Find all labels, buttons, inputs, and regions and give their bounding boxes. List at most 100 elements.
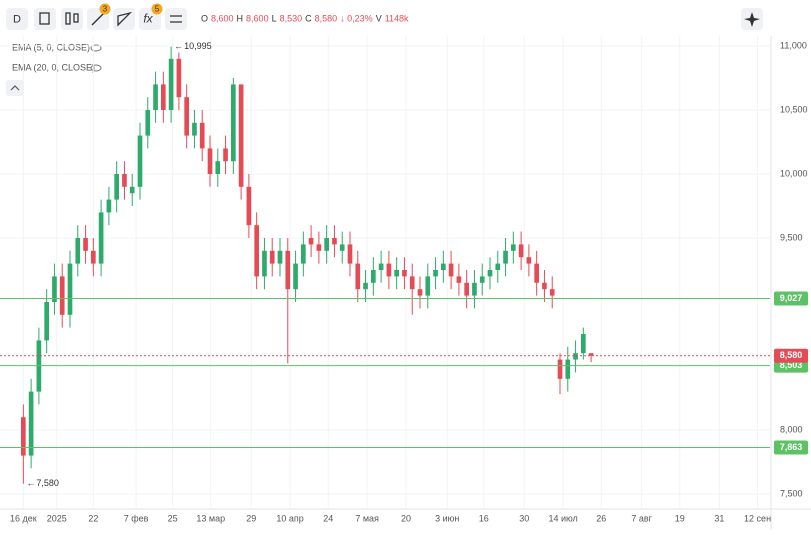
candle-body — [316, 244, 322, 251]
ohlc-key: C — [305, 14, 312, 24]
candle-body — [122, 174, 127, 187]
chart-type-button[interactable] — [61, 8, 83, 30]
visibility-icon — [90, 44, 102, 52]
ohlc-value: 8,600 — [211, 14, 234, 24]
compare-button[interactable] — [34, 8, 56, 30]
candle-body — [394, 270, 399, 277]
candle-body — [402, 270, 407, 277]
level-badge — [774, 440, 808, 455]
x-tick-label: 20 — [401, 513, 411, 523]
candle-body — [207, 148, 213, 174]
x-tick-label: 7 мая — [355, 513, 379, 523]
candle-body — [285, 250, 291, 290]
candle-body — [363, 282, 368, 290]
candle-body — [565, 359, 571, 379]
annotation: 7,580 — [36, 478, 59, 488]
x-tick-label: 7 авг — [631, 513, 652, 523]
candle-body — [192, 122, 197, 136]
collapse-button[interactable] — [6, 80, 24, 96]
candle-body — [448, 263, 454, 277]
candle-body — [59, 276, 65, 315]
ohlc-key: O — [201, 14, 208, 24]
candle-body — [184, 97, 189, 136]
candle-body — [542, 282, 547, 290]
candle-body — [573, 353, 578, 360]
candle-body — [456, 276, 462, 283]
candle-body — [106, 199, 112, 213]
indicator: EMA (5, 0, CLOSE) — [12, 42, 90, 52]
y-tick-label: 11,000 — [780, 40, 807, 50]
indicator-legend: EMA (5, 0, CLOSE) EMA (20, 0, CLOSE) — [6, 42, 95, 96]
level-label: 7,863 — [780, 442, 803, 452]
candle-body — [479, 276, 485, 283]
candle-body — [417, 289, 423, 296]
candle-body — [409, 276, 415, 290]
badge — [99, 3, 111, 15]
icon — [73, 13, 79, 23]
candle-body — [526, 257, 532, 264]
candle-body — [487, 270, 493, 277]
candle-body — [503, 250, 508, 264]
level-label: 9,027 — [780, 293, 803, 303]
candle-body — [44, 302, 49, 341]
candle-body — [52, 276, 57, 302]
candle-body — [557, 359, 563, 379]
candle-body — [161, 84, 166, 110]
candle-body — [355, 263, 361, 290]
x-tick-label: 13 мар — [196, 513, 225, 523]
candle-body — [301, 244, 306, 264]
y-tick-label: 10,500 — [780, 104, 808, 114]
candle-body — [518, 244, 524, 258]
candle-body — [495, 263, 501, 270]
x-tick-label: 22 — [88, 513, 98, 523]
ohlc-value: 8,530 — [280, 14, 303, 24]
candle-body — [137, 135, 143, 187]
candle-body — [153, 84, 158, 110]
candle-body — [511, 244, 516, 251]
level-label: 8,503 — [780, 360, 803, 370]
x-tick-label: 26 — [596, 513, 606, 523]
x-tick-label: 10 апр — [276, 513, 303, 523]
icon — [65, 12, 71, 25]
x-tick-label: 7 фев — [124, 513, 149, 523]
last-price-label: 8,580 — [780, 350, 803, 360]
icon — [170, 15, 182, 23]
toolbar: D 3 fx 5 O 8,600 H 8,600 L 8,530 C 8,580 ↓ 0,23%… — [6, 3, 763, 30]
x-tick-label: 3 июн — [435, 513, 459, 523]
candle-body — [67, 263, 73, 315]
candle-body — [588, 353, 594, 356]
candle-body — [246, 186, 252, 226]
candle-body — [83, 238, 88, 251]
badge-text: 3 — [103, 5, 108, 14]
annotation: 10,995 — [184, 41, 212, 51]
x-tick-label: 24 — [323, 513, 333, 523]
icon — [744, 12, 760, 27]
x-tick-label: 19 — [675, 513, 685, 523]
x-tick-label: 12 сен — [744, 513, 771, 523]
candle-body — [215, 161, 221, 174]
candle-body — [549, 289, 555, 296]
icon — [117, 11, 133, 27]
y-tick-label: 7,500 — [780, 488, 803, 498]
candle-body — [472, 282, 477, 296]
plot — [0, 36, 770, 509]
ohlc-value: 8,600 — [246, 14, 269, 24]
candle-body — [98, 212, 104, 264]
candle-body — [324, 238, 329, 251]
candle-body — [145, 110, 151, 136]
candle-body — [91, 250, 96, 264]
ohlc-key: H — [237, 14, 244, 24]
settings-button[interactable] — [165, 8, 187, 30]
volume: 1148k — [385, 14, 409, 24]
visibility-icon — [90, 64, 102, 72]
interval-button[interactable] — [6, 8, 28, 30]
y-tick-label: 8,000 — [780, 424, 803, 434]
x-tick-label: 16 дек — [10, 513, 37, 523]
candle-body — [293, 263, 298, 290]
level-badge — [774, 291, 808, 306]
candle-body — [168, 58, 174, 110]
x-tick-label: 29 — [246, 513, 256, 523]
candle-body — [464, 282, 469, 296]
candle-body — [75, 238, 81, 264]
candle-body — [339, 244, 345, 251]
